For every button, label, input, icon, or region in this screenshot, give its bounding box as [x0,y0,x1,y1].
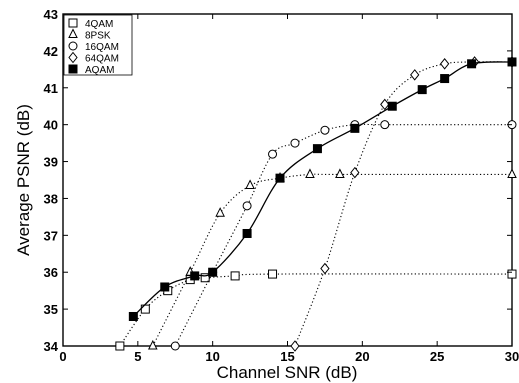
series-line [294,61,513,347]
series-line [119,273,513,347]
series-layer [115,56,517,352]
data-point [245,179,255,190]
y-axis-label: Average PSNR (dB) [14,104,33,256]
data-point [507,57,517,67]
data-point [467,59,477,69]
x-tick-label: 0 [59,349,66,364]
series-8psk [147,168,517,350]
data-point [305,168,315,178]
series-16qam [170,120,517,351]
data-point [147,339,158,350]
data-point [335,168,345,178]
data-point [275,173,285,183]
x-tick-label: 10 [205,349,219,364]
x-tick-label: 25 [430,349,444,364]
data-point [115,341,125,351]
x-tick-label: 30 [505,349,519,364]
series-64qam [290,56,517,352]
data-point [268,149,278,159]
y-tick-label: 36 [44,265,58,280]
data-point [242,228,252,238]
data-point [320,262,330,275]
data-point [312,144,322,154]
data-point [320,125,330,135]
y-tick-label: 38 [44,191,58,206]
series-line [174,123,512,347]
series-line [152,173,512,347]
y-tick-label: 41 [44,81,58,96]
tick-layer: 0 5 10 15 20 25 30 34 35 36 37 38 39 40 41 42 43 [44,7,519,364]
y-tick-label: 43 [44,7,58,22]
data-point [410,69,420,81]
y-tick-label: 40 [44,118,58,133]
data-point [440,57,450,70]
y-tick-label: 35 [44,302,58,317]
data-point [208,267,218,277]
legend-marker [68,18,78,28]
data-point [200,273,210,283]
legend-label: AQAM [85,65,114,76]
data-point [128,311,138,321]
data-point [190,271,200,281]
x-tick-label: 5 [134,349,141,364]
data-point [230,271,240,281]
x-axis-label: Channel SNR (dB) [217,363,358,382]
data-point [290,340,300,352]
data-point [380,98,390,111]
series-aqam [128,57,517,321]
legend-label: 16QAM [85,42,119,53]
legend-marker [68,64,78,74]
data-point [290,138,300,148]
y-tick-label: 37 [44,228,58,243]
legend-label: 64QAM [85,54,119,65]
data-point [160,282,170,292]
data-point [417,85,427,95]
data-point [440,74,450,84]
y-tick-label: 42 [44,44,58,59]
data-point [507,168,517,178]
data-point [170,341,180,351]
legend-label: 4QAM [85,19,113,30]
y-tick-label: 39 [44,155,58,170]
legend-marker [68,41,78,51]
data-point [380,120,390,130]
legend-marker [68,28,78,38]
x-tick-label: 15 [280,349,294,364]
data-point [242,201,252,211]
y-tick-label: 34 [44,339,59,354]
data-point [350,166,360,179]
data-point [350,123,360,133]
x-tick-label: 20 [355,349,369,364]
data-point [507,269,517,279]
legend-marker [68,51,78,64]
legend-label: 8PSK [85,31,111,42]
data-point [268,269,278,279]
data-point [215,207,225,217]
data-point [387,101,397,111]
